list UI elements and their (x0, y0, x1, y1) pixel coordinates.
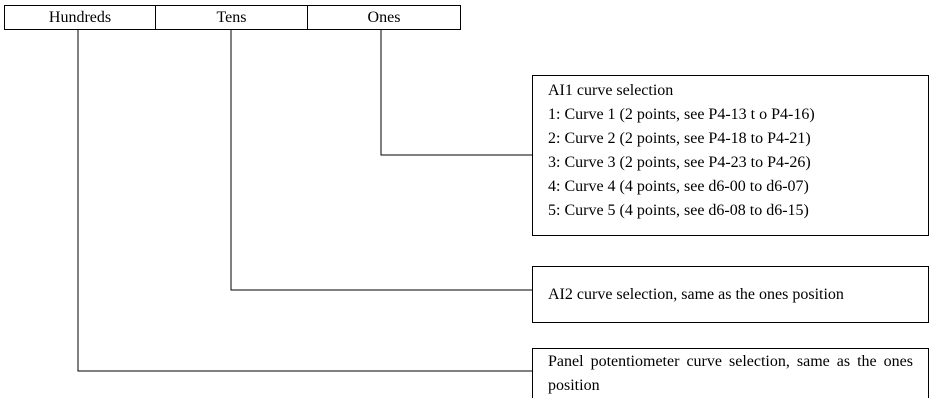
hundreds-box-text: Panel potentiometer curve selection, sam… (548, 353, 913, 394)
tens-box-text: AI2 curve selection, same as the ones po… (548, 286, 844, 303)
hundreds-description-box: Panel potentiometer curve selection, sam… (532, 348, 929, 398)
curve-option-2: 2: Curve 2 (2 points, see P4-18 to P4-21… (548, 130, 811, 147)
curve-option-3: 3: Curve 3 (2 points, see P4-23 to P4-26… (548, 154, 811, 171)
digit-position-header: Hundreds Tens Ones (4, 5, 461, 30)
ones-connector (380, 30, 532, 156)
curve-option-4: 4: Curve 4 (4 points, see d6-00 to d6-07… (548, 178, 809, 195)
tens-description-box: AI2 curve selection, same as the ones po… (532, 266, 929, 323)
hundreds-connector (77, 30, 532, 372)
tens-connector (230, 30, 532, 291)
ones-box-title: AI1 curve selection (548, 82, 674, 99)
curve-option-5: 5: Curve 5 (4 points, see d6-08 to d6-15… (548, 202, 809, 219)
ones-description-box: AI1 curve selection 1: Curve 1 (2 points… (532, 75, 929, 236)
curve-option-1: 1: Curve 1 (2 points, see P4-13 t o P4-1… (548, 106, 815, 123)
ones-cell: Ones (307, 5, 461, 30)
